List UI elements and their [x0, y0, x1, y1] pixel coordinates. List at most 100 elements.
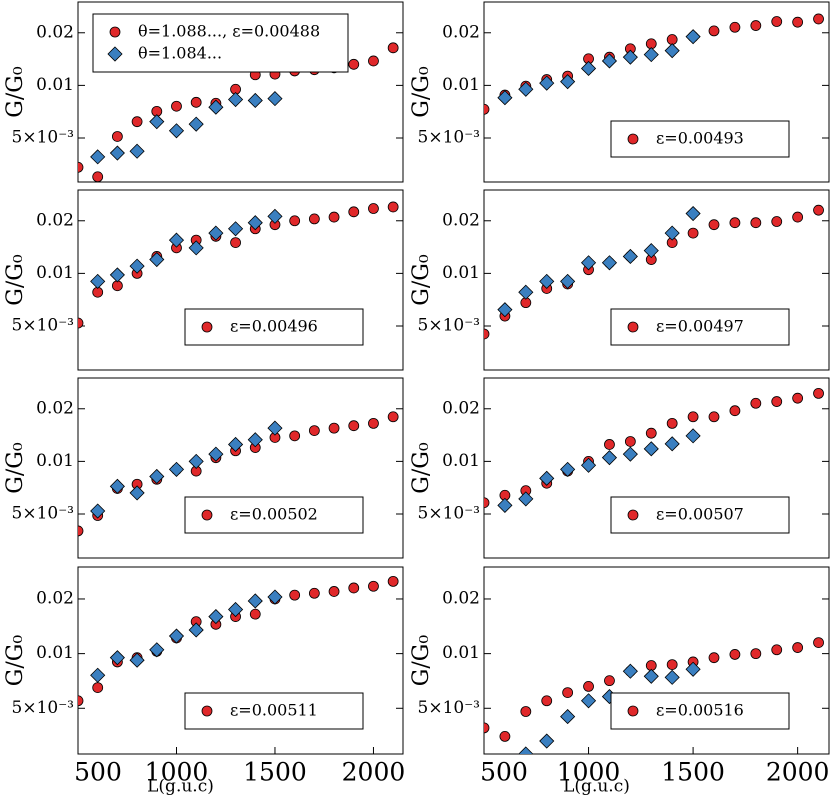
- legend: ε=0.00496: [184, 308, 364, 346]
- data-point: [687, 411, 699, 423]
- plot-frame: [483, 1, 830, 183]
- data-point: [188, 453, 204, 469]
- data-point: [129, 143, 145, 159]
- plot-frame: [483, 377, 830, 559]
- data-point: [149, 468, 165, 485]
- data-point: [228, 221, 244, 237]
- data-point: [539, 75, 555, 91]
- data-point: [387, 575, 399, 587]
- data-point: [247, 593, 263, 609]
- data-point: [190, 96, 202, 108]
- y-tick-label: 5×10⁻³: [418, 503, 480, 523]
- data-point: [168, 628, 185, 644]
- y-axis-label: G/G₀: [3, 254, 28, 306]
- data-point: [90, 503, 106, 519]
- legend-marker: [109, 26, 121, 38]
- data-point: [208, 99, 224, 115]
- data-point: [643, 441, 659, 457]
- y-axis-label: G/G₀: [3, 442, 28, 494]
- data-point: [368, 203, 379, 214]
- data-point: [129, 485, 145, 501]
- data-point: [348, 582, 360, 594]
- data-point: [92, 171, 104, 182]
- data-point: [601, 450, 618, 466]
- data-point: [109, 267, 125, 283]
- data-point: [813, 13, 824, 25]
- y-tick-label: 0.01: [442, 451, 480, 471]
- data-point: [247, 432, 263, 448]
- data-point: [580, 60, 597, 77]
- legend-label: ε=0.00511: [230, 701, 318, 720]
- data-point: [622, 49, 638, 65]
- data-point: [308, 213, 320, 225]
- data-point: [247, 215, 263, 231]
- data-point: [792, 392, 804, 404]
- data-point: [387, 411, 399, 423]
- legend-label: ε=0.00502: [230, 505, 318, 524]
- data-point: [484, 328, 490, 340]
- data-point: [308, 425, 320, 437]
- data-point: [601, 255, 618, 271]
- data-point: [149, 114, 165, 130]
- data-point: [624, 436, 636, 447]
- data-point: [208, 609, 224, 625]
- data-point: [188, 622, 204, 638]
- legend-box: [184, 692, 364, 730]
- data-point: [708, 652, 720, 664]
- x-tick-label: 1500: [661, 758, 725, 787]
- data-point: [518, 491, 534, 507]
- y-tick-label: 5×10⁻³: [418, 698, 480, 718]
- data-point: [289, 589, 301, 601]
- y-tick-label: 0.02: [36, 588, 74, 608]
- y-tick-label: 0.02: [442, 398, 480, 418]
- data-point: [328, 586, 340, 597]
- data-point: [90, 667, 106, 683]
- y-tick-label: 0.02: [36, 22, 74, 42]
- data-point: [685, 661, 701, 677]
- data-point: [643, 668, 659, 684]
- x-axis-label: L(g.u.c): [563, 777, 630, 797]
- data-point: [90, 149, 106, 165]
- data-point: [368, 580, 379, 592]
- legend: θ=1.088..., ε=0.00488 θ=1.084...: [92, 13, 349, 73]
- data-point: [580, 457, 597, 473]
- legend: ε=0.00511: [184, 692, 364, 730]
- data-point: [92, 682, 104, 693]
- data-point: [484, 103, 490, 115]
- legend-label: θ=1.084...: [138, 44, 222, 63]
- data-point: [129, 652, 145, 668]
- y-tick-label: 0.02: [442, 588, 480, 608]
- data-point: [208, 225, 224, 241]
- data-point: [78, 317, 84, 329]
- legend: ε=0.00493: [610, 120, 790, 158]
- data-point: [560, 709, 576, 725]
- data-point: [750, 648, 762, 660]
- data-point: [729, 405, 741, 417]
- data-point: [771, 16, 783, 27]
- legend-label: ε=0.00507: [656, 505, 744, 524]
- legend-box: [610, 120, 790, 158]
- plot-frame: [483, 189, 830, 371]
- data-point: [518, 81, 534, 97]
- data-point: [750, 397, 762, 409]
- data-point: [666, 34, 678, 45]
- data-point: [168, 123, 185, 139]
- data-point: [111, 131, 123, 142]
- data-point: [687, 227, 699, 239]
- legend-marker: [627, 705, 639, 717]
- data-point: [666, 659, 678, 671]
- y-tick-label: 0.01: [36, 75, 74, 95]
- data-point: [539, 733, 555, 749]
- data-point: [664, 43, 680, 59]
- data-point: [387, 201, 399, 213]
- y-tick-label: 5×10⁻³: [12, 503, 74, 523]
- data-point: [604, 439, 615, 450]
- legend-label: ε=0.00493: [656, 129, 744, 148]
- data-point: [729, 21, 741, 33]
- data-point: [539, 470, 555, 486]
- data-point: [308, 587, 320, 599]
- data-point: [666, 417, 678, 429]
- legend-marker: [627, 133, 639, 145]
- data-point: [368, 417, 379, 429]
